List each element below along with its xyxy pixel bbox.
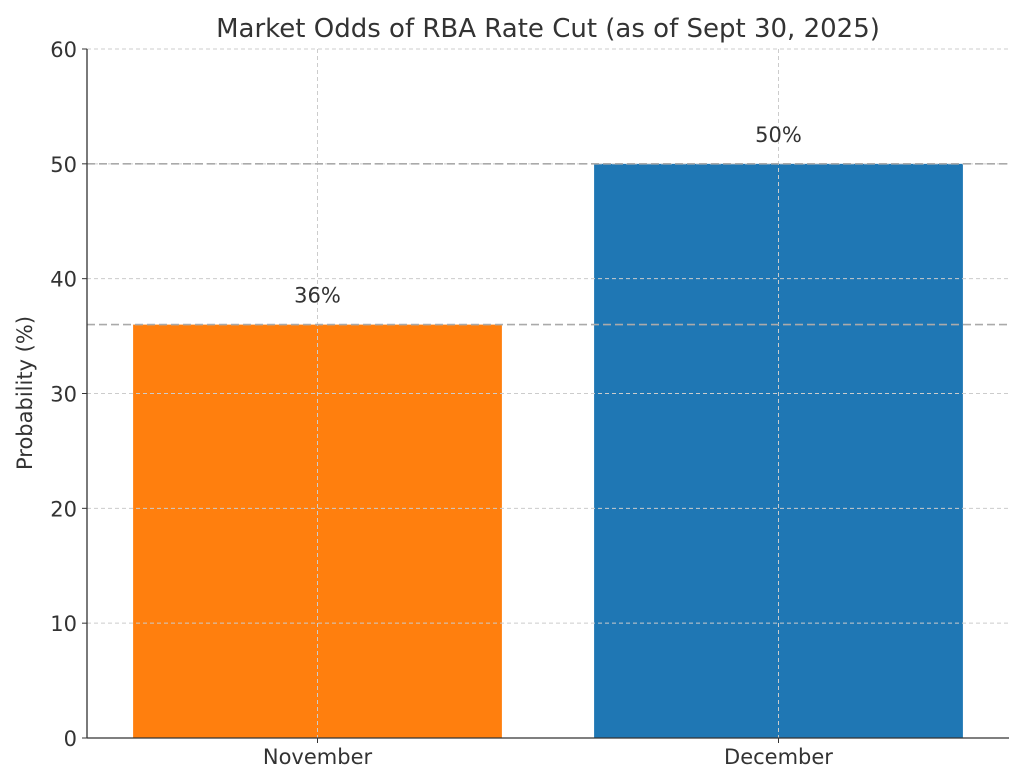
y-tick-label: 10 <box>50 612 77 636</box>
y-axis-label: Probability (%) <box>13 316 37 470</box>
y-tick-label: 40 <box>50 268 77 292</box>
data-label: 50% <box>755 123 802 147</box>
y-tick-label: 50 <box>50 153 77 177</box>
y-tick-label: 0 <box>64 727 77 751</box>
chart-title: Market Odds of RBA Rate Cut (as of Sept … <box>216 14 880 44</box>
x-tick-label: November <box>263 745 373 769</box>
data-label: 36% <box>294 284 341 308</box>
y-tick-label: 20 <box>50 497 77 521</box>
y-tick-label: 30 <box>50 383 77 407</box>
x-tick-label: December <box>724 745 833 769</box>
y-tick-label: 60 <box>50 38 77 62</box>
